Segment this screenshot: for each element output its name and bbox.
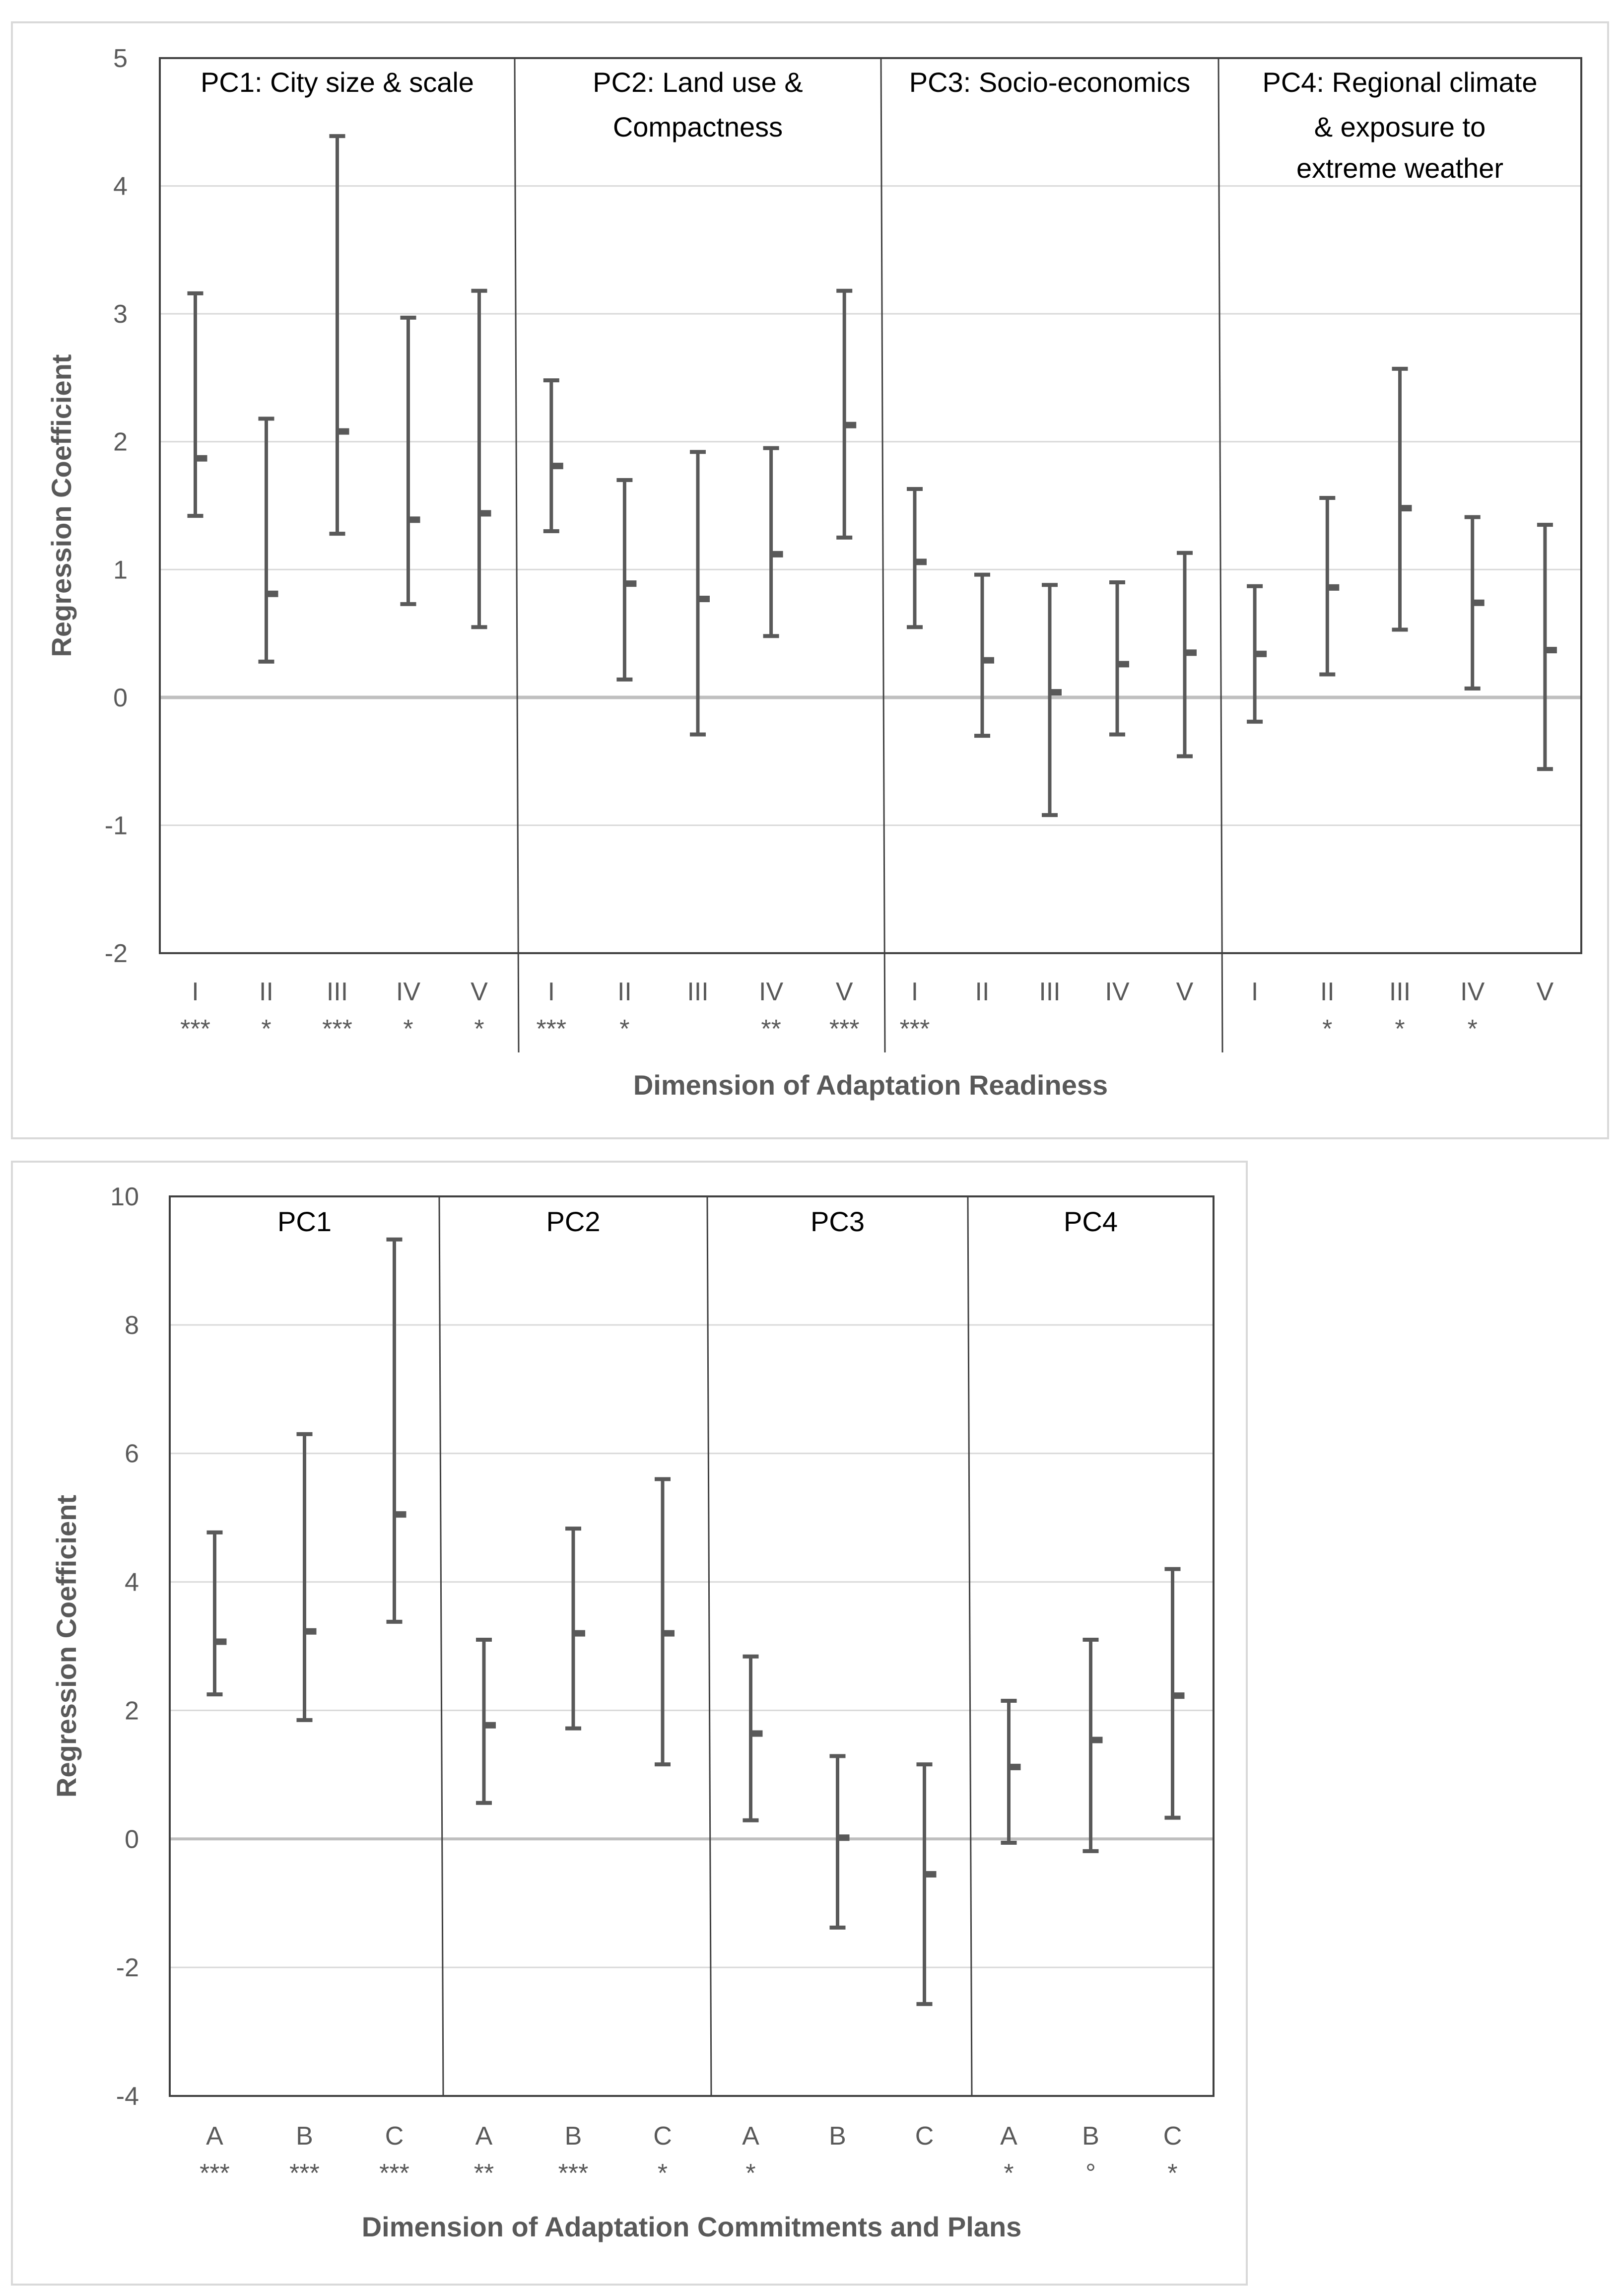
x-category-label: II xyxy=(617,977,632,1006)
panel-pc1-title: PC1: City size & scale xyxy=(201,67,474,98)
x-category-label: A xyxy=(475,2122,493,2151)
x-category-label: III xyxy=(687,977,708,1006)
x-category-label: I xyxy=(192,977,199,1006)
y-axis-label: Regression Coefficient xyxy=(46,354,77,657)
significance-marker: *** xyxy=(180,1015,210,1044)
x-category-label: B xyxy=(565,2122,582,2151)
plot-frame xyxy=(159,57,1582,954)
panel-pc3-title: PC3 xyxy=(810,1206,865,1237)
significance-marker: ** xyxy=(474,2159,494,2188)
significance-marker: * xyxy=(474,1015,484,1044)
significance-marker: * xyxy=(1167,2159,1177,2188)
panel-pc3-title: PC3: Socio-economics xyxy=(909,67,1190,98)
x-category-label: V xyxy=(471,977,488,1006)
y-tick-label: -2 xyxy=(116,1953,139,1982)
x-category-label: III xyxy=(1389,977,1411,1006)
panel-separator xyxy=(880,58,886,1053)
significance-marker: ° xyxy=(1085,2159,1096,2188)
significance-marker: *** xyxy=(558,2159,589,2188)
x-category-label: C xyxy=(385,2122,404,2151)
x-category-label: C xyxy=(1163,2122,1182,2151)
significance-marker: * xyxy=(619,1015,629,1044)
significance-marker: * xyxy=(1004,2159,1013,2188)
significance-marker: *** xyxy=(322,1015,352,1044)
panel-separator xyxy=(438,1196,444,2096)
panel-separator xyxy=(1217,58,1223,1053)
panel-separator xyxy=(967,1196,973,2096)
y-tick-label: -1 xyxy=(105,811,128,840)
significance-marker: *** xyxy=(200,2159,230,2188)
significance-marker: * xyxy=(1468,1015,1478,1044)
panel-pc4-title: PC4 xyxy=(1064,1206,1118,1237)
significance-marker: * xyxy=(1395,1015,1405,1044)
x-category-label: II xyxy=(259,977,273,1006)
significance-marker: ** xyxy=(761,1015,781,1044)
significance-marker: * xyxy=(745,2159,755,2188)
y-tick-label: 2 xyxy=(113,428,128,457)
x-category-label: I xyxy=(911,977,918,1006)
x-category-label: B xyxy=(829,2122,846,2151)
significance-marker: * xyxy=(261,1015,271,1044)
x-category-label: V xyxy=(836,977,853,1006)
x-category-label: B xyxy=(296,2122,313,2151)
x-category-label: IV xyxy=(396,977,420,1006)
y-tick-label: 1 xyxy=(113,556,128,584)
y-tick-label: 6 xyxy=(125,1440,139,1468)
x-category-label: C xyxy=(653,2122,672,2151)
y-tick-label: 4 xyxy=(125,1568,139,1597)
panel-pc4-title: & exposure to xyxy=(1314,111,1486,142)
significance-marker: *** xyxy=(536,1015,566,1044)
y-tick-label: 0 xyxy=(113,684,128,712)
x-category-label: IV xyxy=(1460,977,1485,1006)
x-category-label: II xyxy=(1320,977,1335,1006)
panel-pc1-title: PC1 xyxy=(277,1206,332,1237)
y-tick-label: -4 xyxy=(116,2082,139,2111)
significance-marker: *** xyxy=(900,1015,930,1044)
y-tick-label: 4 xyxy=(113,172,128,201)
chart-border xyxy=(11,1161,1248,2286)
x-category-label: C xyxy=(915,2122,934,2151)
y-tick-label: 5 xyxy=(113,44,128,73)
x-category-label: A xyxy=(206,2122,223,2151)
significance-marker: *** xyxy=(829,1015,860,1044)
y-tick-label: -2 xyxy=(105,939,128,968)
x-category-label: A xyxy=(742,2122,759,2151)
x-axis-label: Dimension of Adaptation Commitments and … xyxy=(362,2211,1022,2242)
x-axis-label: Dimension of Adaptation Readiness xyxy=(633,1069,1108,1101)
x-category-label: B xyxy=(1082,2122,1099,2151)
panel-pc2-title: PC2 xyxy=(546,1206,601,1237)
y-tick-label: 2 xyxy=(125,1696,139,1725)
y-axis-label: Regression Coefficient xyxy=(51,1495,82,1798)
plot-frame xyxy=(169,1195,1215,2097)
x-category-label: III xyxy=(327,977,348,1006)
panel-pc2-title: Compactness xyxy=(613,111,783,142)
significance-marker: * xyxy=(1322,1015,1332,1044)
y-tick-label: 8 xyxy=(125,1311,139,1340)
significance-marker: * xyxy=(403,1015,413,1044)
panel-pc4-title: PC4: Regional climate xyxy=(1262,67,1537,98)
panel-pc2-title: PC2: Land use & xyxy=(593,67,803,98)
panel-pc4-title: extreme weather xyxy=(1296,152,1503,184)
y-tick-label: 3 xyxy=(113,300,128,329)
x-category-label: III xyxy=(1039,977,1060,1006)
x-category-label: I xyxy=(548,977,555,1006)
x-category-label: V xyxy=(1176,977,1194,1006)
panel-separator xyxy=(706,1196,712,2096)
chart-2: 1086420-2-4PC1A***B***C***PC2A**B***C*PC… xyxy=(11,1161,1248,2286)
significance-marker: *** xyxy=(379,2159,409,2188)
significance-marker: *** xyxy=(289,2159,320,2188)
panel-separator xyxy=(514,58,520,1053)
x-category-label: V xyxy=(1537,977,1554,1006)
significance-marker: * xyxy=(658,2159,668,2188)
x-category-label: IV xyxy=(759,977,783,1006)
chart-border xyxy=(11,21,1609,1139)
x-category-label: A xyxy=(1000,2122,1017,2151)
y-tick-label: 10 xyxy=(110,1183,139,1211)
y-tick-label: 0 xyxy=(125,1825,139,1854)
x-category-label: IV xyxy=(1105,977,1129,1006)
x-category-label: I xyxy=(1251,977,1258,1006)
x-category-label: II xyxy=(975,977,990,1006)
